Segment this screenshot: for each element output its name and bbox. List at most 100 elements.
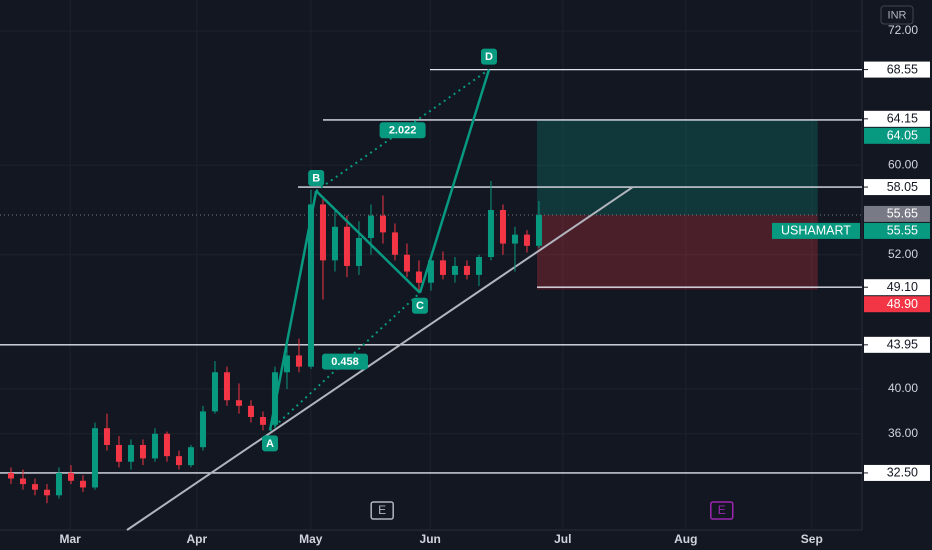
candle-body bbox=[7, 472, 14, 479]
candle-body bbox=[499, 210, 506, 244]
x-tick-label: Aug bbox=[674, 532, 697, 546]
candle-body bbox=[427, 260, 434, 283]
point-label: B bbox=[312, 172, 320, 184]
candle-body bbox=[319, 204, 326, 261]
candle-body bbox=[295, 355, 302, 367]
price-label: 55.55 bbox=[887, 224, 918, 238]
candle-body bbox=[307, 204, 314, 367]
x-tick-label: May bbox=[299, 532, 323, 546]
candle-body bbox=[115, 444, 122, 462]
candle-body bbox=[259, 416, 266, 425]
candle-body bbox=[283, 355, 290, 373]
ratio-line bbox=[315, 68, 490, 192]
price-label-box bbox=[864, 205, 930, 222]
candle-body bbox=[67, 472, 74, 481]
candle-body bbox=[55, 472, 62, 496]
candle-body bbox=[163, 433, 170, 457]
currency: INR bbox=[888, 9, 907, 21]
ratio-label: 0.458 bbox=[331, 356, 359, 368]
x-tick-label: Sep bbox=[801, 532, 823, 546]
candle-body bbox=[439, 260, 446, 275]
candle-body bbox=[511, 234, 518, 244]
candle-body bbox=[523, 234, 530, 246]
point-box bbox=[308, 169, 325, 186]
candle-body bbox=[355, 237, 362, 266]
ratio-line bbox=[269, 292, 421, 432]
symbol-box bbox=[772, 222, 860, 239]
ratio-box bbox=[321, 353, 368, 370]
price-label-box bbox=[864, 110, 930, 127]
point-label: C bbox=[416, 300, 424, 312]
candle-body bbox=[19, 478, 26, 485]
candle-body bbox=[187, 447, 194, 466]
trendline bbox=[126, 186, 634, 531]
event-label: E bbox=[718, 503, 726, 517]
price-label: 49.10 bbox=[887, 280, 918, 294]
price-label: 43.95 bbox=[887, 338, 918, 352]
y-tick-label: 36.00 bbox=[888, 426, 918, 440]
candle-body bbox=[31, 484, 38, 490]
price-label: 32.50 bbox=[887, 466, 918, 480]
event-marker bbox=[710, 501, 734, 520]
candle-body bbox=[91, 428, 98, 488]
x-tick-label: Jun bbox=[420, 532, 441, 546]
pattern-leg bbox=[315, 190, 421, 294]
currency-box bbox=[880, 5, 914, 25]
price-label: 48.90 bbox=[887, 297, 918, 311]
candle-body bbox=[451, 265, 458, 275]
price-label-box bbox=[864, 179, 930, 196]
candle-body bbox=[139, 444, 146, 459]
candle-body bbox=[223, 372, 230, 401]
candle-body bbox=[403, 254, 410, 272]
event-label: E bbox=[378, 503, 386, 517]
candle-body bbox=[379, 215, 386, 233]
candle-body bbox=[391, 232, 398, 255]
candle-body bbox=[487, 210, 494, 258]
target-zone bbox=[536, 119, 818, 216]
y-tick-label: 72.00 bbox=[888, 23, 918, 37]
candle-body bbox=[175, 456, 182, 466]
price-label-box bbox=[864, 464, 930, 481]
pattern-leg bbox=[418, 69, 491, 294]
candle-body bbox=[43, 489, 50, 496]
candle-body bbox=[79, 480, 86, 488]
price-label: 64.05 bbox=[887, 129, 918, 143]
symbol: USHAMART bbox=[781, 224, 851, 238]
event-marker bbox=[370, 501, 394, 520]
price-label-box bbox=[864, 127, 930, 144]
x-tick-label: Jul bbox=[554, 532, 571, 546]
price-label-box bbox=[864, 61, 930, 78]
price-label-box bbox=[864, 296, 930, 313]
y-tick-label: 40.00 bbox=[888, 381, 918, 395]
candle-body bbox=[211, 372, 218, 412]
x-tick-label: Mar bbox=[60, 532, 82, 546]
candle-body bbox=[103, 428, 110, 445]
stop-zone bbox=[536, 215, 818, 290]
point-label: A bbox=[266, 438, 274, 450]
candle-body bbox=[199, 411, 206, 448]
y-tick-label: 60.00 bbox=[888, 157, 918, 171]
candle-body bbox=[535, 215, 542, 246]
candle-body bbox=[247, 405, 254, 417]
candle-body bbox=[151, 433, 158, 459]
price-label-box bbox=[864, 279, 930, 296]
price-label: 58.05 bbox=[887, 180, 918, 194]
point-box bbox=[480, 48, 497, 65]
price-label: 68.55 bbox=[887, 62, 918, 76]
price-label-box bbox=[864, 336, 930, 353]
candle-body bbox=[127, 444, 134, 462]
candle-body bbox=[463, 265, 470, 275]
price-label: 55.65 bbox=[887, 207, 918, 221]
candle-body bbox=[235, 400, 242, 406]
candle-body bbox=[367, 215, 374, 238]
candle-body bbox=[475, 257, 482, 275]
y-tick-label: 52.00 bbox=[888, 247, 918, 261]
x-tick-label: Apr bbox=[186, 532, 207, 546]
price-label-box bbox=[864, 222, 930, 239]
ratio-box bbox=[379, 122, 426, 139]
point-label: D bbox=[485, 51, 493, 63]
point-box bbox=[261, 435, 278, 452]
price-label: 64.15 bbox=[887, 112, 918, 126]
candle-body bbox=[415, 271, 422, 283]
